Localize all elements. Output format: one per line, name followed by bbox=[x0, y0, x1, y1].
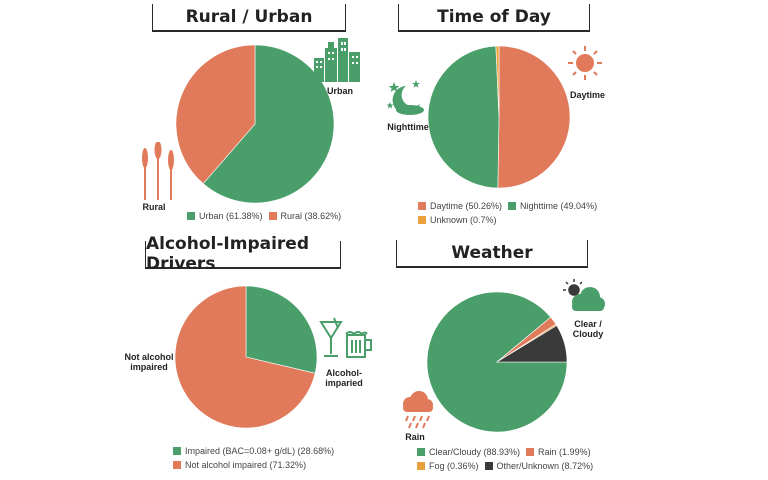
pie-chart-alcohol bbox=[174, 285, 318, 429]
legend-swatch bbox=[268, 212, 277, 220]
legend-label: Clear/Cloudy (88.93%) bbox=[429, 447, 521, 457]
legend-item: Clear/Cloudy (88.93%) bbox=[417, 447, 520, 457]
label-urban: Urban bbox=[326, 86, 353, 96]
beer-mug-icon bbox=[345, 331, 372, 358]
legend-item: Not alcohol impaired (71.32%) bbox=[173, 460, 357, 470]
pie-slice-urban bbox=[202, 44, 335, 204]
legend-item: Rural (38.62%) bbox=[268, 211, 342, 221]
moon-stars-icon bbox=[386, 80, 424, 115]
legend-label: Rural (38.62%) bbox=[280, 211, 342, 221]
legend-item: Fog (0.36%) bbox=[417, 461, 479, 471]
rain-cloud-icon bbox=[403, 391, 433, 429]
pie-slice-other-unknown bbox=[495, 325, 568, 363]
pie-slice-daytime bbox=[497, 45, 571, 189]
city-buildings-icon bbox=[314, 38, 360, 82]
legend-item: Other/Unknown (8.72%) bbox=[484, 461, 594, 471]
legend-swatch bbox=[508, 202, 517, 210]
chart-title-time-of-day: Time of Day bbox=[398, 4, 590, 31]
legend-item: Impaired (BAC=0.08+ g/dL) (28.68%) bbox=[173, 446, 357, 456]
legend-item: Urban (61.38%) bbox=[187, 211, 263, 221]
sun-icon bbox=[568, 46, 602, 80]
chart-title-rural-urban: Rural / Urban bbox=[152, 4, 346, 31]
label-rain: Rain bbox=[405, 432, 425, 442]
sun-cloud-icon bbox=[563, 279, 605, 311]
legend-swatch bbox=[417, 448, 425, 456]
legend-label: Not alcohol impaired (71.32%) bbox=[185, 460, 307, 470]
legend-label: Daytime (50.26%) bbox=[430, 201, 503, 211]
legend-item: Daytime (50.26%) bbox=[418, 201, 502, 211]
pie-slice-impaired-bac-0-08-g-dl bbox=[245, 285, 318, 374]
legend-label: Nighttime (49.04%) bbox=[520, 201, 598, 211]
legend-label: Urban (61.38%) bbox=[199, 211, 263, 221]
legend-swatch bbox=[173, 461, 181, 469]
pie-slice-unknown bbox=[495, 45, 500, 118]
legend-item: Rain (1.99%) bbox=[526, 447, 591, 457]
legend-swatch bbox=[187, 212, 195, 220]
legend-label: Impaired (BAC=0.08+ g/dL) (28.68%) bbox=[185, 446, 335, 456]
legend-weather: Clear/Cloudy (88.93%) Rain (1.99%) Fog (… bbox=[417, 447, 617, 475]
legend-swatch bbox=[484, 462, 493, 470]
pie-chart-weather bbox=[426, 291, 568, 433]
label-nighttime: Nighttime bbox=[387, 122, 429, 132]
pie-slice-rural bbox=[175, 44, 256, 185]
legend-time-of-day: Daytime (50.26%) Nighttime (49.04%) Unkn… bbox=[418, 201, 608, 229]
cocktail-glass-icon bbox=[319, 317, 343, 357]
label-daytime: Daytime bbox=[570, 90, 606, 100]
legend-label: Other/Unknown (8.72%) bbox=[496, 461, 594, 471]
legend-alcohol: Impaired (BAC=0.08+ g/dL) (28.68%) Not a… bbox=[173, 446, 363, 474]
legend-label: Rain (1.99%) bbox=[538, 447, 591, 457]
legend-swatch bbox=[526, 448, 535, 456]
pie-slice-nighttime bbox=[427, 45, 500, 189]
label-alcohol-impaired: Alcohol- imparied bbox=[325, 368, 363, 388]
legend-swatch bbox=[417, 462, 425, 470]
pie-chart-rural-urban bbox=[175, 44, 335, 204]
label-not-alcohol-impaired: Not alcohol impaired bbox=[124, 352, 174, 372]
pie-slice-not-alcohol-impaired bbox=[174, 285, 316, 429]
chart-title-alcohol: Alcohol-Impaired Drivers bbox=[145, 234, 341, 274]
label-clear-cloudy: Clear / Cloudy bbox=[572, 319, 604, 339]
legend-swatch bbox=[418, 216, 426, 224]
legend-item: Nighttime (49.04%) bbox=[508, 201, 597, 211]
wheat-icon bbox=[142, 142, 174, 200]
legend-label: Unknown (0.7%) bbox=[430, 215, 497, 225]
chart-title-weather: Weather bbox=[396, 240, 588, 267]
pie-chart-time-of-day bbox=[427, 45, 571, 189]
legend-label: Fog (0.36%) bbox=[429, 461, 479, 471]
label-rural: Rural bbox=[142, 202, 166, 212]
legend-rural-urban: Urban (61.38%) Rural (38.62%) bbox=[187, 211, 367, 225]
legend-item: Unknown (0.7%) bbox=[418, 215, 497, 225]
legend-swatch bbox=[418, 202, 426, 210]
legend-swatch bbox=[173, 447, 181, 455]
